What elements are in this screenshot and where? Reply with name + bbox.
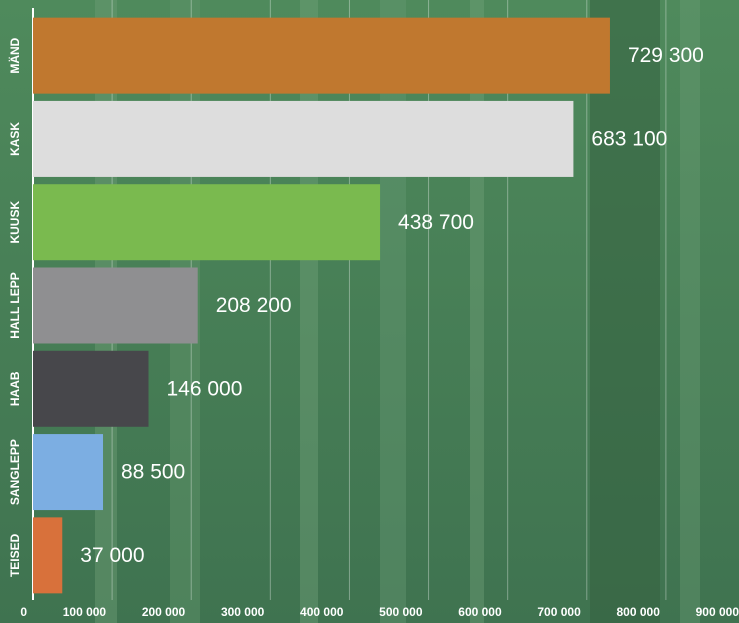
category-label: HALL LEPP bbox=[8, 272, 22, 338]
bar bbox=[33, 517, 62, 593]
value-label: 37 000 bbox=[80, 544, 144, 567]
page: 0 100 000 200 000 300 000 400 000 500 000 600 … bbox=[0, 0, 739, 623]
category-label: SANGLEPP bbox=[8, 439, 22, 505]
value-label: 683 100 bbox=[591, 127, 667, 150]
x-tick-label: 600 000 bbox=[458, 605, 502, 619]
bar bbox=[33, 101, 573, 177]
x-tick-label: 400 000 bbox=[300, 605, 344, 619]
x-tick-label: 500 000 bbox=[379, 605, 423, 619]
x-tick-label: 700 000 bbox=[537, 605, 581, 619]
x-tick-label: 300 000 bbox=[221, 605, 265, 619]
category-label: TEISED bbox=[8, 533, 22, 577]
value-label: 208 200 bbox=[216, 294, 292, 317]
category-label: HAAB bbox=[8, 371, 22, 406]
category-label: MÄND bbox=[7, 37, 22, 73]
bar bbox=[33, 434, 103, 510]
bar bbox=[33, 18, 610, 94]
x-tick-label: 900 000 bbox=[696, 605, 739, 619]
value-label: 88 500 bbox=[121, 461, 185, 484]
chart: 0 100 000 200 000 300 000 400 000 500 000 600 … bbox=[0, 0, 739, 623]
x-tick-label: 0 bbox=[20, 605, 27, 619]
category-label: KASK bbox=[8, 122, 22, 156]
x-tick-label: 800 000 bbox=[616, 605, 660, 619]
category-label: KUUSK bbox=[8, 201, 22, 244]
x-tick-label: 200 000 bbox=[142, 605, 186, 619]
bar bbox=[33, 184, 380, 260]
bar bbox=[33, 351, 149, 427]
x-tick-label: 100 000 bbox=[63, 605, 107, 619]
value-label: 729 300 bbox=[628, 44, 704, 67]
bar bbox=[33, 268, 198, 344]
value-label: 146 000 bbox=[167, 377, 243, 400]
value-label: 438 700 bbox=[398, 211, 474, 234]
